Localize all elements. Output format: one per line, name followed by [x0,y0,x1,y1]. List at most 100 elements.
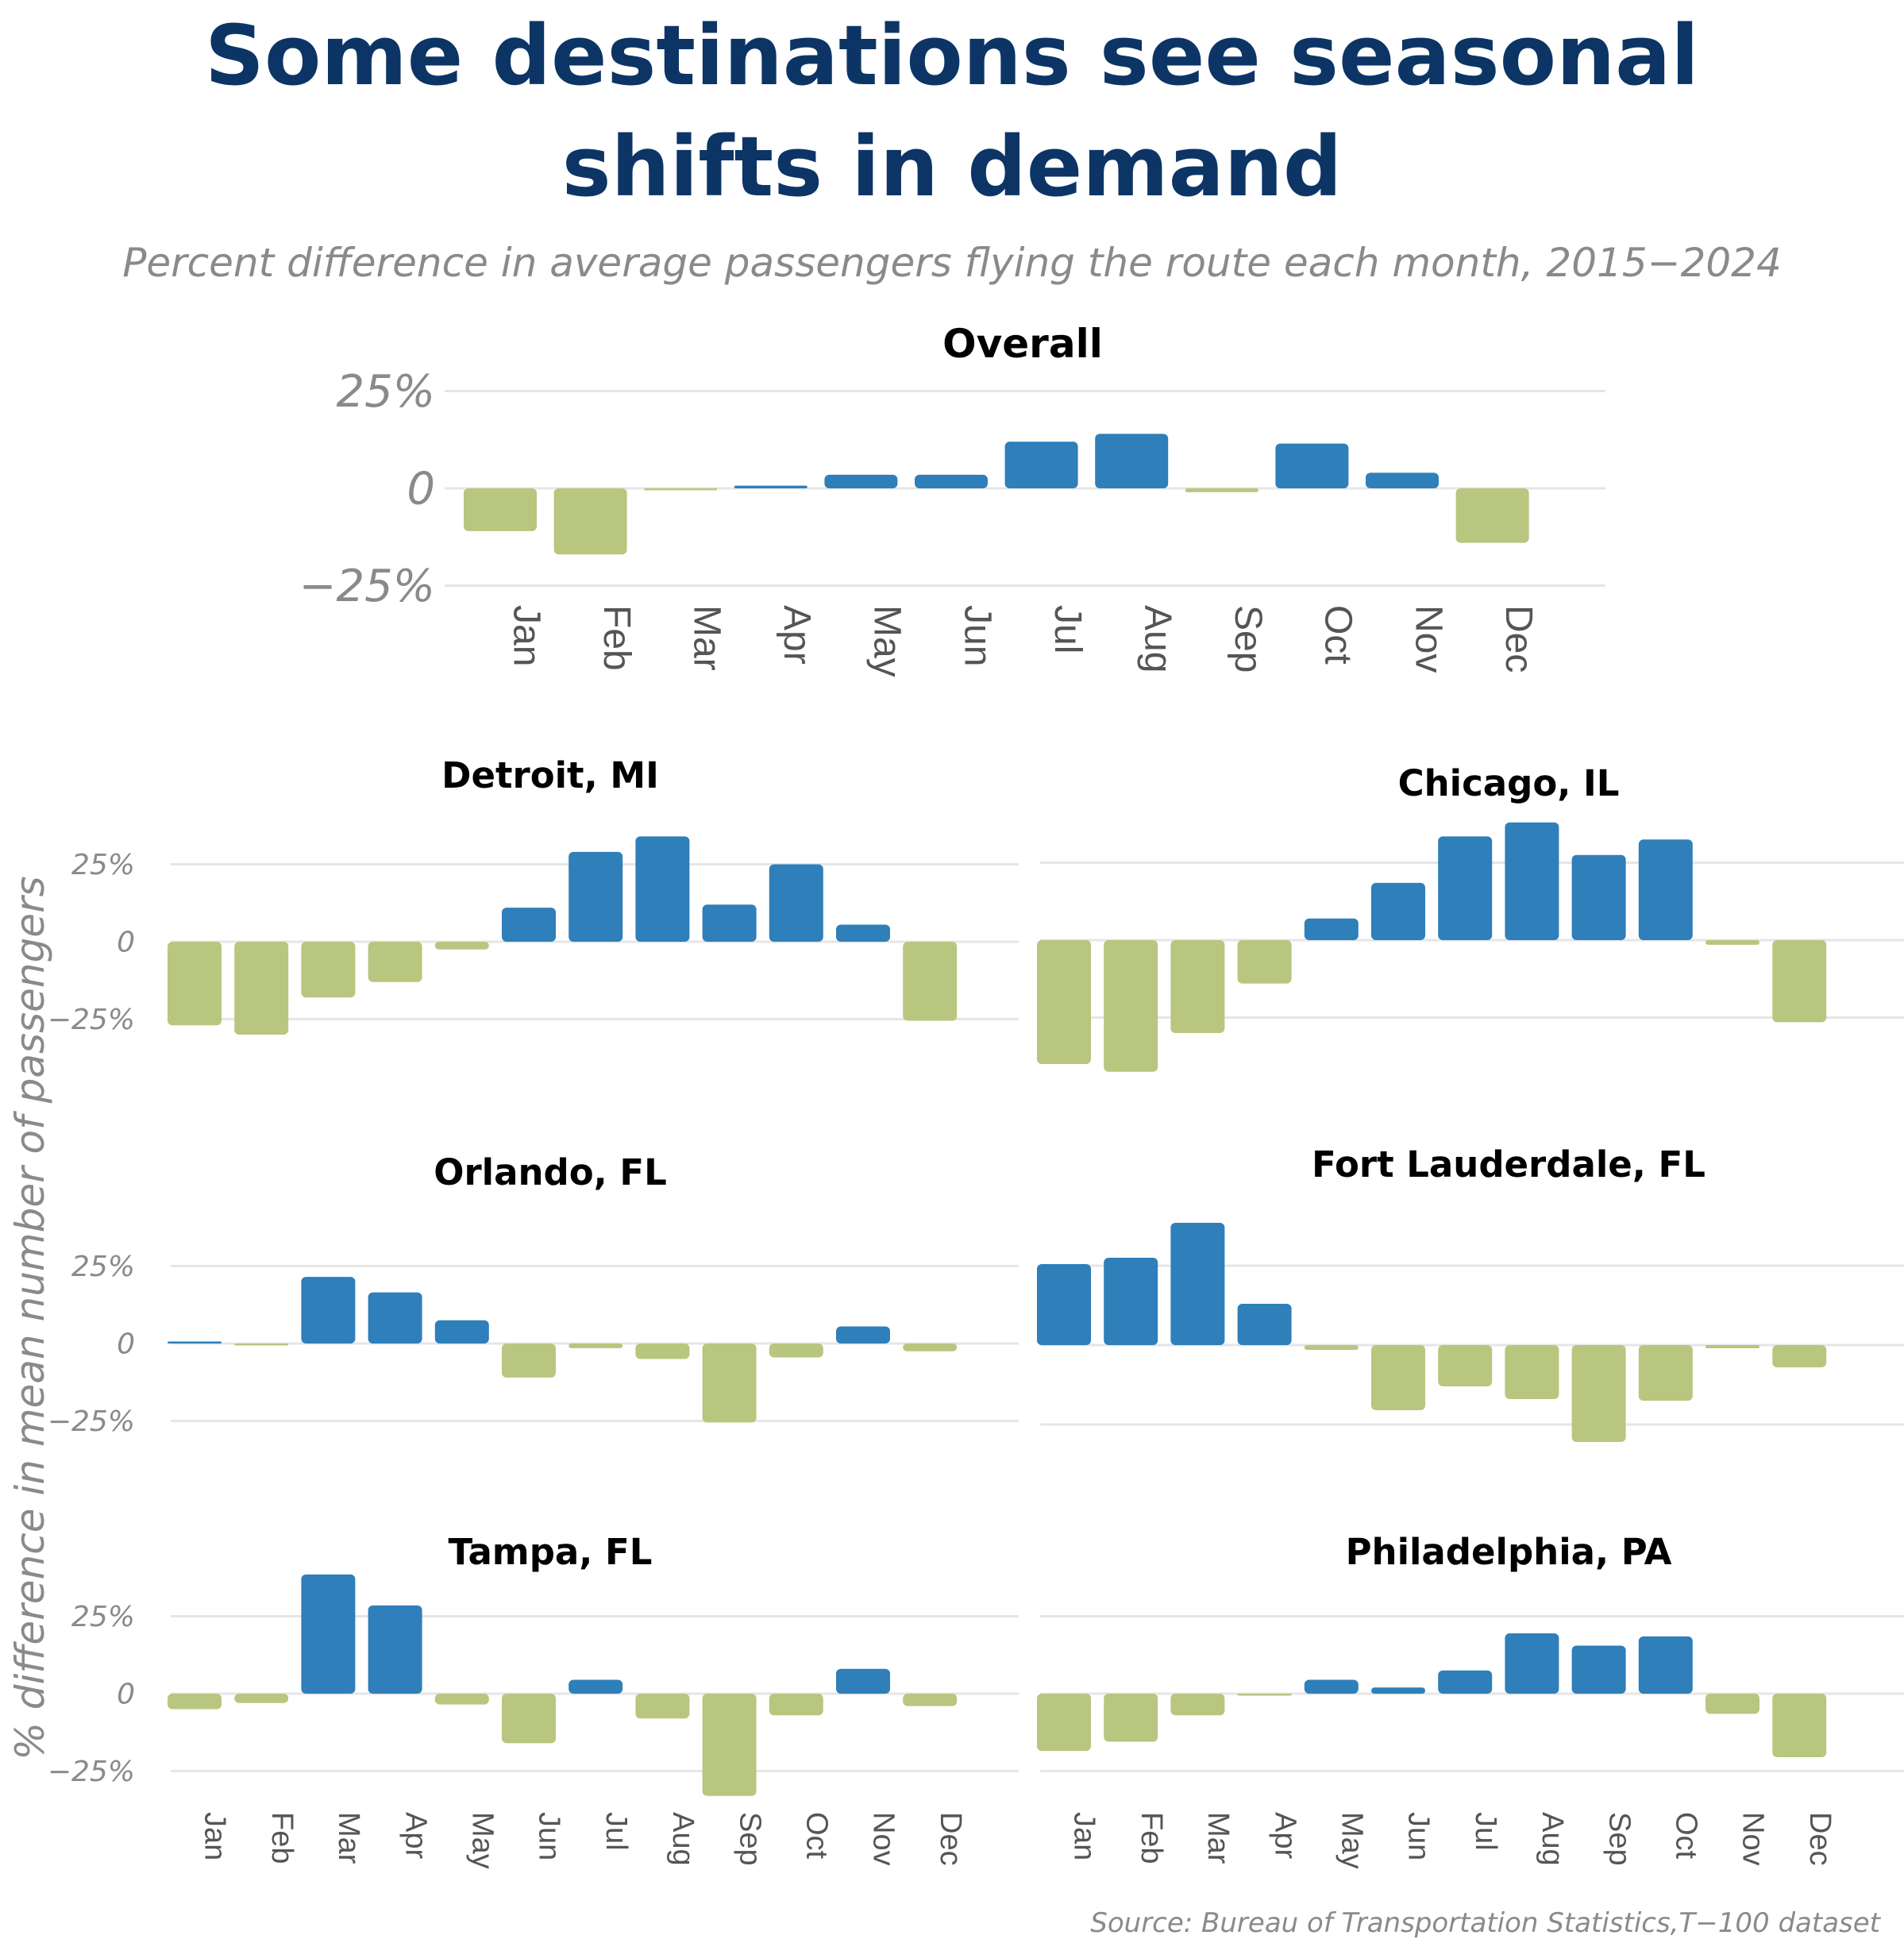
chart-title: Some destinations see seasonal shifts in… [0,0,1904,222]
x-tick-label-apr: Apr [1268,1812,1301,1859]
x-tick-label-oct: Oct [1669,1812,1702,1860]
source-note: Source: Bureau of Transportation Statist… [1090,1907,1880,1939]
panel-philadelphia-pa: Philadelphia, PA Jan Feb Mar Apr May Jun Jul Aug… [1037,1531,1904,1869]
x-tick-label-oct: Oct [1317,605,1359,665]
bar-aug [1505,1633,1559,1694]
panel-overall: 25% 0 −25% Overall Jan Feb Mar Apr May Jun Jul Aug S… [299,321,1605,677]
bar-jul [1004,441,1078,488]
bar-may [434,942,489,950]
x-tick-label-may: May [465,1812,499,1869]
x-tick-label-mar: Mar [332,1812,365,1864]
bar-dec [1455,488,1529,543]
panel-title: Orlando, FL [434,1151,667,1193]
bar-jun [915,474,988,488]
x-tick-label-mar: Mar [1201,1812,1235,1864]
chart-subtitle: Percent difference in average passengers… [122,240,1782,286]
x-tick-label-mar: Mar [685,605,727,671]
chart-title-line-2: shifts in demand [561,118,1343,215]
bar-apr [368,1605,422,1694]
bar-dec [903,1344,958,1351]
y-tick-label: −25% [299,561,435,612]
bar-nov [836,1668,890,1694]
y-tick-label: −25% [48,1405,135,1438]
x-tick-label-jan: Jan [505,605,547,666]
bar-oct [1275,443,1349,488]
panel-title: Chicago, IL [1398,762,1620,804]
bar-oct [769,864,823,942]
bar-apr [1237,940,1292,984]
y-tick-label: 25% [71,1251,135,1283]
x-tick-label-oct: Oct [800,1812,833,1860]
bar-aug [1095,434,1169,488]
x-tick-label-may: May [866,605,908,677]
x-tick-label-sep: Sep [1227,605,1269,673]
bar-oct [1638,1345,1693,1401]
bar-feb [1104,1694,1158,1742]
x-tick-label-aug: Aug [666,1812,700,1866]
bar-jan [168,1341,222,1344]
bar-sep [1571,1345,1626,1442]
bar-aug [1505,1345,1559,1399]
bar-jan [1037,1694,1091,1752]
x-tick-label-nov: Nov [1736,1812,1770,1866]
bar-apr [1237,1304,1292,1345]
bar-jan [168,942,222,1026]
bar-may [1304,918,1359,940]
bar-mar [1170,1694,1225,1716]
x-tick-label-feb: Feb [595,605,638,671]
bar-sep [1185,488,1258,492]
x-tick-label-nov: Nov [1407,605,1449,673]
bar-jul [1438,1345,1493,1386]
y-tick-label: 0 [117,927,135,959]
x-tick-label-jul: Jul [1469,1812,1502,1851]
bar-dec [1772,1345,1827,1367]
bar-mar [301,942,356,998]
bar-may [1304,1345,1359,1350]
bar-oct [1638,839,1693,940]
bar-aug [635,836,690,942]
y-tick-label: 0 [117,1328,135,1361]
y-tick-label: −25% [48,1756,135,1788]
bar-feb [234,1694,289,1703]
bar-nov [1706,1345,1759,1348]
bar-apr [368,1292,422,1344]
bar-mar [644,488,718,491]
y-tick-label: 25% [337,366,435,418]
x-tick-label-dec: Dec [1497,605,1540,673]
bar-oct [1638,1636,1693,1694]
panel-title: Overall [942,321,1103,367]
bar-mar [1170,940,1225,1033]
x-tick-label-apr: Apr [399,1812,432,1859]
bar-may [434,1694,489,1705]
x-tick-label-dec: Dec [934,1812,967,1866]
x-tick-label-jun: Jun [533,1812,566,1860]
bar-sep [702,1694,757,1796]
panel-title: Tampa, FL [449,1531,653,1573]
x-tick-label-jun: Jun [956,605,998,666]
x-tick-label-jul: Jul [1046,605,1089,653]
panel-title: Detroit, MI [441,754,659,796]
bar-aug [1505,822,1559,940]
bar-sep [1571,1645,1626,1694]
bar-dec [903,942,958,1021]
bar-nov [836,924,890,942]
bar-aug [635,1344,690,1359]
x-tick-label-feb: Feb [265,1812,299,1864]
y-tick-label: 25% [71,849,135,881]
bar-jul [569,1344,623,1348]
x-tick-label-dec: Dec [1803,1812,1837,1866]
bar-apr [734,485,807,488]
bar-jan [1037,1264,1091,1345]
bar-sep [1571,854,1626,940]
y-tick-label: 0 [117,1679,135,1711]
panel-chicago-il: Chicago, IL [1037,762,1904,1072]
bar-jun [502,1694,556,1744]
bar-oct [769,1344,823,1358]
bar-jan [1037,940,1091,1064]
bar-mar [1170,1223,1225,1345]
x-tick-label-jul: Jul [599,1812,633,1851]
bar-dec [903,1694,958,1706]
bar-aug [635,1694,690,1719]
panel-title: Fort Lauderdale, FL [1312,1143,1706,1185]
